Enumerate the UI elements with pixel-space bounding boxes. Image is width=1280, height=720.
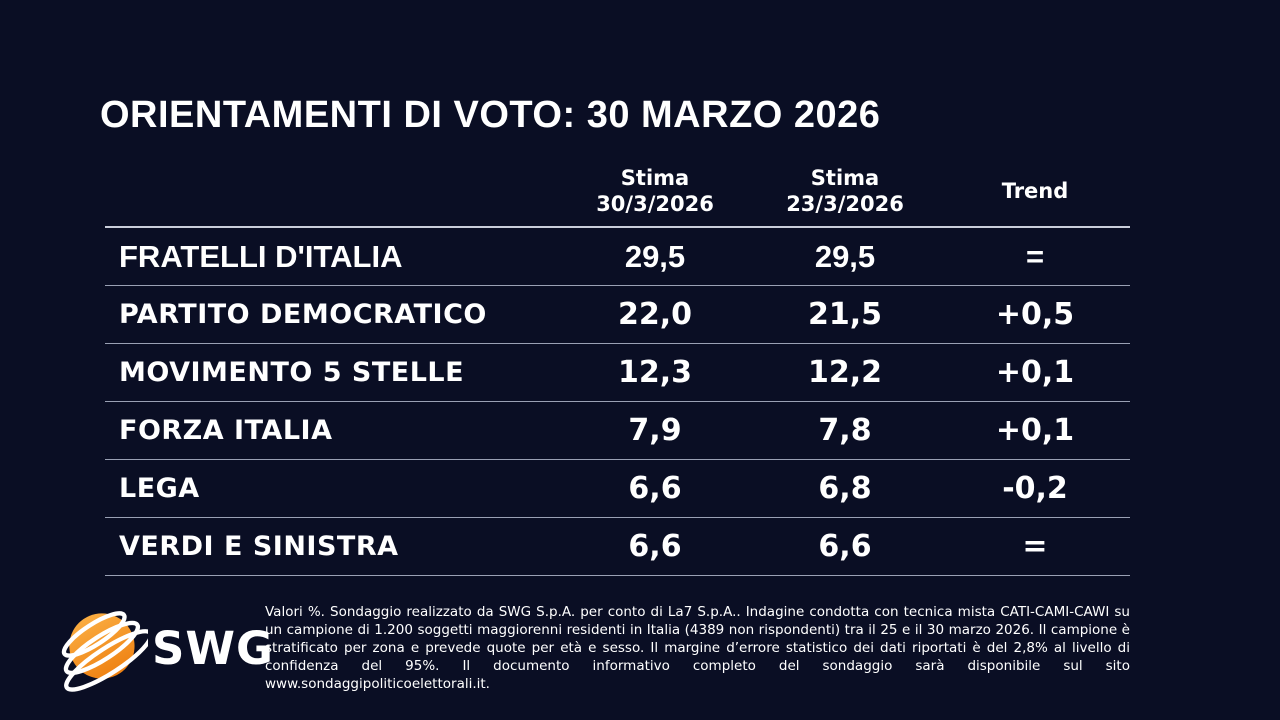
party-name: FORZA ITALIA (119, 415, 333, 446)
stima-23-3-value: 7,8 (818, 413, 872, 448)
stima-30-3-value: 29,5 (624, 238, 686, 274)
header-stima-23-3-line2: 23/3/2026 (786, 192, 904, 216)
party-name: VERDI E SINISTRA (119, 531, 399, 562)
trend-value: +0,1 (995, 413, 1075, 448)
stima-30-3-value: 6,6 (628, 529, 682, 564)
party-name: LEGA (119, 473, 200, 504)
poll-table: Stima 30/3/2026 Stima 23/3/2026 Trend FR… (105, 160, 1130, 576)
header-stima-30-3-line1: Stima (620, 166, 690, 190)
party-name: MOVIMENTO 5 STELLE (119, 357, 465, 388)
header-trend: Trend (1001, 179, 1069, 203)
trend-value: +0,5 (995, 297, 1075, 332)
trend-value: -0,2 (1002, 471, 1068, 506)
trend-value: = (1022, 529, 1048, 564)
party-name: PARTITO DEMOCRATICO (119, 299, 487, 330)
stima-23-3-value: 6,8 (818, 471, 872, 506)
stima-23-3-value: 12,2 (807, 355, 883, 390)
header-stima-30-3-line2: 30/3/2026 (596, 192, 714, 216)
swg-logo: SWG (52, 598, 273, 698)
swg-globe-icon (52, 598, 154, 698)
header-stima-23-3: Stima 23/3/2026 (750, 165, 940, 217)
trend-value: = (1025, 238, 1045, 274)
stima-30-3-value: 7,9 (628, 413, 682, 448)
stima-30-3-value: 12,3 (617, 355, 693, 390)
table-row: PARTITO DEMOCRATICO 22,0 21,5 +0,5 (105, 286, 1130, 344)
table-row: MOVIMENTO 5 STELLE 12,3 12,2 +0,1 (105, 344, 1130, 402)
stima-23-3-value: 21,5 (807, 297, 883, 332)
survey-disclaimer: Valori %. Sondaggio realizzato da SWG S.… (265, 604, 1130, 692)
stima-30-3-value: 6,6 (628, 471, 682, 506)
trend-value: +0,1 (995, 355, 1075, 390)
table-row: VERDI E SINISTRA 6,6 6,6 = (105, 518, 1130, 576)
table-row: FORZA ITALIA 7,9 7,8 +0,1 (105, 402, 1130, 460)
party-name: FRATELLI D'ITALIA (119, 238, 403, 274)
table-header-row: Stima 30/3/2026 Stima 23/3/2026 Trend (105, 160, 1130, 228)
stima-23-3-value: 6,6 (818, 529, 872, 564)
table-row: LEGA 6,6 6,8 -0,2 (105, 460, 1130, 518)
swg-logo-text: SWG (152, 621, 274, 675)
page-title: ORIENTAMENTI DI VOTO: 30 MARZO 2026 (100, 94, 881, 136)
header-stima-23-3-line1: Stima (810, 166, 880, 190)
stima-30-3-value: 22,0 (617, 297, 693, 332)
stima-23-3-value: 29,5 (814, 238, 876, 274)
table-row: FRATELLI D'ITALIA 29,5 29,5 = (105, 228, 1130, 286)
header-stima-30-3: Stima 30/3/2026 (560, 165, 750, 217)
